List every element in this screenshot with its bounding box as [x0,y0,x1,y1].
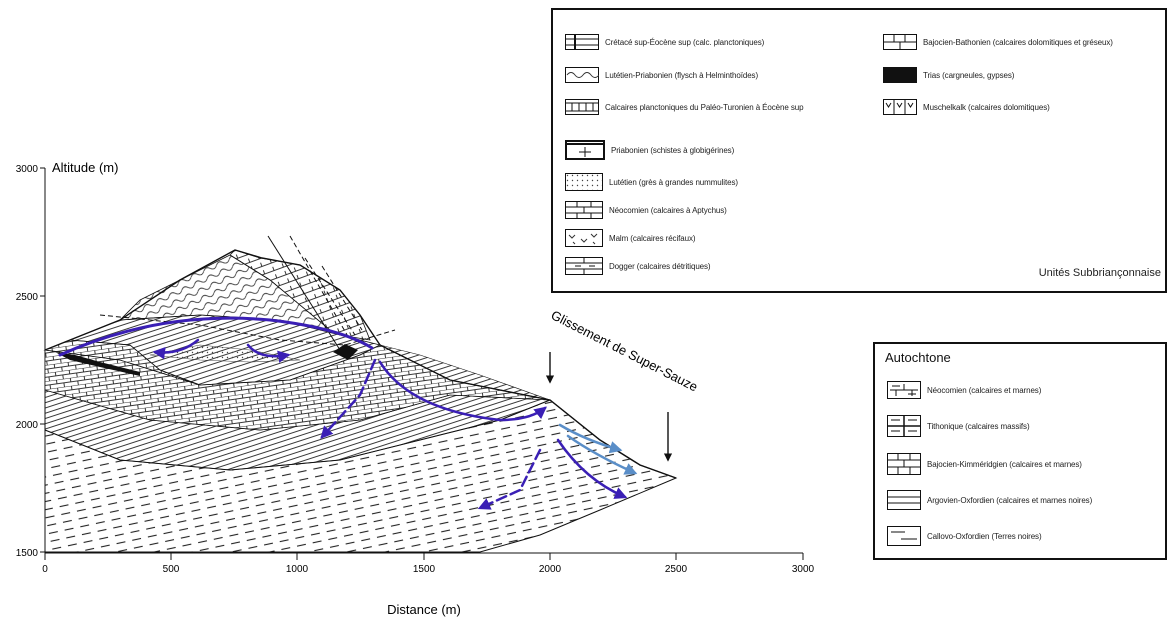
legend-label: Néocomien (calcaires et marnes) [927,385,1042,395]
geological-section [43,235,678,553]
flow-arrow-surface-1 [558,423,623,454]
legend-label: Bajocien-Kimméridgien (calcaires et marn… [927,459,1082,469]
legend-label: Crétacé sup-Éocène sup (calc. planctoniq… [605,37,765,47]
legend-item-malm: Malm (calcaires récifaux) [565,228,696,248]
legend-item-neocomien-autochtone: Néocomien (calcaires et marnes) [887,380,1041,400]
fault-3 [304,257,356,336]
pattern-swatch [883,34,917,50]
x-tick-500: 500 [163,564,180,575]
unit-trias-lens-left [55,352,140,376]
pattern-swatch [887,381,921,399]
legend-label: Lutétien-Priabonien (flysch à Helminthoï… [605,70,759,80]
pattern-swatch [883,67,917,83]
legend-label: Priabonien (schistes à globigérines) [611,145,735,155]
flow-arrow-loop-left [152,338,200,360]
y-tick-1500: 1500 [16,548,39,559]
legend-item-tithonique: Tithonique (calcaires massifs) [887,415,1030,437]
flow-arrows [58,316,638,510]
x-tick-0: 0 [42,564,48,575]
fault-4 [321,265,363,331]
flow-arrow-slope [378,360,547,422]
legend-subbrianconnais: Crétacé sup-Éocène sup (calc. planctoniq… [551,8,1167,293]
legend-item-bajocien-bathonien: Bajocien-Bathonien (calcaires dolomitiqu… [883,32,1113,52]
legend-label: Muschelkalk (calcaires dolomitiques) [923,102,1050,112]
flow-arrow-loop-right [246,343,291,363]
y-tick-2000: 2000 [16,420,39,431]
legend-label: Tithonique (calcaires massifs) [927,421,1030,431]
pattern-swatch [887,490,921,510]
pattern-swatch [565,257,603,275]
flow-arrow-down-left [320,358,377,439]
flow-arrow-down-right [477,448,542,510]
pattern-swatch [565,34,599,50]
legend-item-muschelkalk: Muschelkalk (calcaires dolomitiques) [883,97,1050,117]
legend-item-bajocien-kimmeridgien: Bajocien-Kimméridgien (calcaires et marn… [887,453,1082,475]
pattern-swatch [565,173,603,191]
x-tick-2500: 2500 [665,564,688,575]
y-tick-2500: 2500 [16,292,39,303]
legend-label: Malm (calcaires récifaux) [609,233,696,243]
legend-label: Dogger (calcaires détritiques) [609,261,711,271]
pattern-swatch [565,140,605,160]
legend-autochtone: Autochtone Néocomien (calcaires et marne… [873,342,1167,560]
landslide-label: Glissement de Super-Sauze [549,307,701,394]
legend-item-callovo-oxfordien: Callovo-Oxfordien (Terres noires) [887,526,1042,546]
pattern-swatch [883,99,917,115]
x-axis: 0 500 1000 1500 2000 2500 3000 Distance … [42,552,815,617]
legend-item-calc-planctoniques: Calcaires planctoniques du Paléo-Turonie… [565,97,804,117]
flow-arrow-toe [556,438,628,499]
legend-item-cretace-sup: Crétacé sup-Éocène sup (calc. planctoniq… [565,32,764,52]
x-axis-title: Distance (m) [387,602,461,617]
legend-label: Trias (cargneules, gypses) [923,70,1015,80]
pattern-swatch [565,67,599,83]
legend-label: Callovo-Oxfordien (Terres noires) [927,531,1042,541]
legend-label: Lutétien (grès à grandes nummulites) [609,177,738,187]
pattern-swatch [887,415,921,437]
legend-item-priabonien: Priabonien (schistes à globigérines) [565,140,734,160]
legend-label: Bajocien-Bathonien (calcaires dolomitiqu… [923,37,1113,47]
pattern-swatch [565,201,603,219]
legend-item-neocomien: Néocomien (calcaires à Aptychus) [565,200,727,220]
unit-lutetien [149,344,301,363]
fault-2 [289,235,351,341]
legend-item-trias: Trias (cargneules, gypses) [883,65,1014,85]
legend-autochtone-title: Autochtone [885,350,951,365]
legend-item-flysch: Lutétien-Priabonien (flysch à Helminthoï… [565,65,758,85]
legend-unit-label: Unités Subbriançonnaise [1038,267,1161,279]
x-tick-1000: 1000 [286,564,309,575]
pattern-swatch [565,229,603,247]
x-tick-2000: 2000 [539,564,562,575]
pattern-swatch [887,453,921,475]
flow-arrow-main [58,316,374,357]
legend-item-lutetien: Lutétien (grès à grandes nummulites) [565,172,738,192]
y-axis-title: Altitude (m) [52,160,118,175]
legend-label: Néocomien (calcaires à Aptychus) [609,205,727,215]
legend-item-dogger: Dogger (calcaires détritiques) [565,256,711,276]
pattern-swatch [565,99,599,115]
x-tick-1500: 1500 [413,564,436,575]
legend-item-argovien: Argovien-Oxfordien (calcaires et marnes … [887,490,1092,510]
topographic-profile [44,249,677,479]
y-tick-3000: 3000 [16,164,39,175]
legend-label: Calcaires planctoniques du Paléo-Turonie… [605,102,804,112]
legend-label: Argovien-Oxfordien (calcaires et marnes … [927,495,1093,505]
x-tick-3000: 3000 [792,564,815,575]
flow-arrow-surface-2 [566,434,638,475]
pattern-swatch [887,526,921,546]
